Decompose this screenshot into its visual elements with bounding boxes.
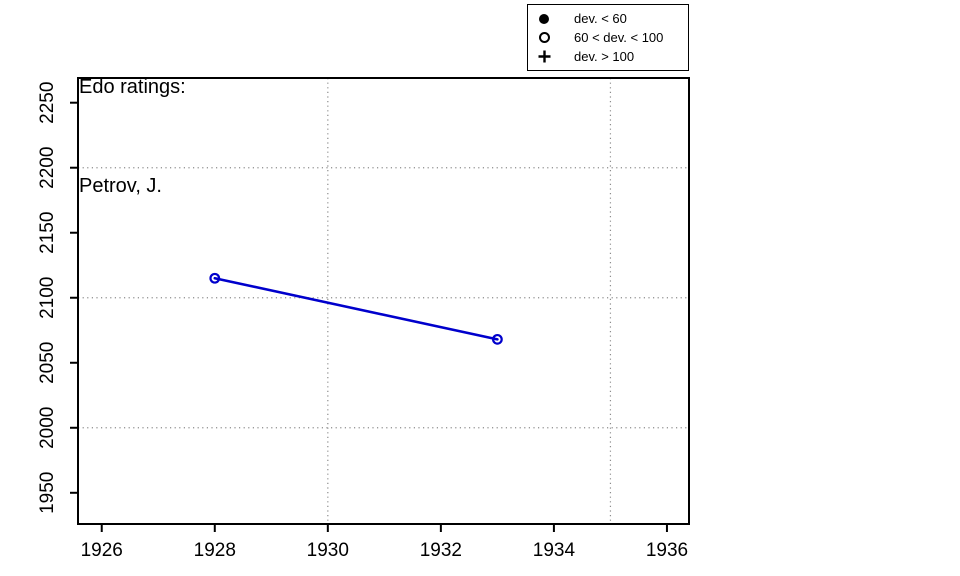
y-tick-label: 2250 (37, 82, 58, 124)
rating-point (209, 272, 221, 284)
legend-label: 60 < dev. < 100 (574, 30, 664, 45)
legend-item-dev-gt-100: dev. > 100 (528, 48, 688, 65)
x-tick-label: 1936 (646, 540, 688, 561)
legend-item-dev-60-100: 60 < dev. < 100 (528, 29, 688, 46)
legend-label: dev. > 100 (574, 49, 635, 64)
x-tick-label: 1928 (194, 540, 236, 561)
x-tick-label: 1932 (420, 540, 462, 561)
y-tick-label: 2150 (37, 212, 58, 254)
rating-point (491, 333, 503, 345)
legend: dev. < 60 60 < dev. < 100 dev. > 100 (527, 4, 689, 71)
plus-icon (528, 50, 560, 63)
plot-box (77, 77, 690, 525)
filled-circle-icon (528, 13, 560, 24)
x-tick-label: 1934 (533, 540, 576, 561)
chart-title-line2: Petrov, J. (79, 175, 162, 197)
rating-line (213, 276, 499, 341)
open-circle-icon (528, 32, 560, 43)
legend-item-dev-lt-60: dev. < 60 (528, 10, 688, 27)
chart-title-line1: Edo ratings: (79, 76, 186, 98)
chart-title: Edo ratings: Petrov, J. (79, 5, 186, 236)
y-tick-label: 2200 (37, 147, 58, 189)
y-tick-label: 2100 (37, 277, 58, 319)
x-tick-label: 1930 (307, 540, 349, 561)
y-tick-label: 1950 (37, 472, 58, 514)
y-tick-label: 2000 (37, 407, 58, 449)
x-tick-label: 1926 (81, 540, 123, 561)
legend-label: dev. < 60 (574, 11, 627, 26)
y-tick-label: 2050 (37, 342, 58, 384)
